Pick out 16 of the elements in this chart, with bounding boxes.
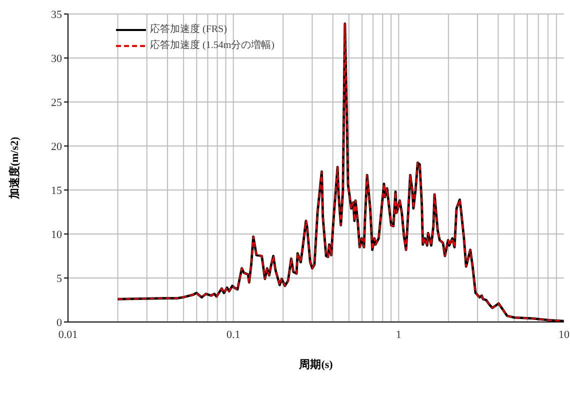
x-tick-label: 0.01 [58,328,78,341]
x-axis-title: 周期(s) [298,358,334,371]
x-tick-label: 1 [396,328,402,341]
y-tick-label: 5 [56,272,62,285]
x-tick-label: 10 [558,328,570,341]
legend-label: 応答加速度 (FRS) [150,22,227,37]
y-tick-label: 35 [51,8,62,21]
x-tick-label: 0.1 [226,328,240,341]
y-tick-label: 25 [51,96,62,109]
y-axis-title: 加速度(m/s2) [8,136,21,200]
y-tick-label: 15 [51,184,62,197]
y-tick-label: 30 [51,52,62,65]
y-tick-label: 10 [51,228,62,241]
legend-label: 応答加速度 (1.54m分の増幅) [150,38,274,53]
y-tick-label: 20 [51,140,62,153]
y-tick-label: 0 [56,316,62,329]
